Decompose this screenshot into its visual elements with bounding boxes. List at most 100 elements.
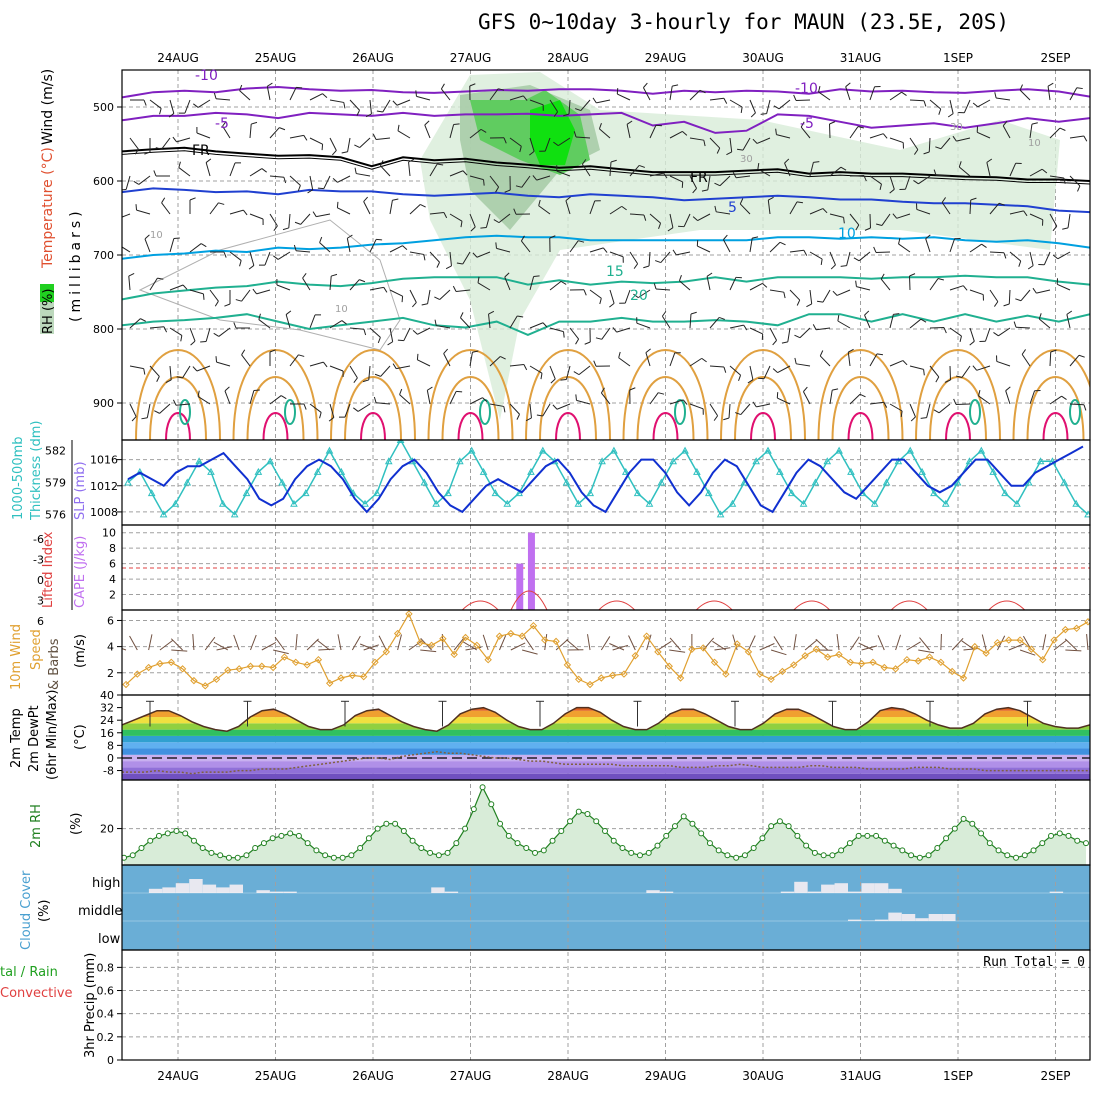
thickness-marker bbox=[693, 467, 701, 475]
date-label-bottom: 27AUG bbox=[450, 1069, 492, 1083]
y-tick-label: 8 bbox=[107, 739, 114, 752]
upper-wind-barb bbox=[869, 86, 876, 101]
upper-wind-barb bbox=[169, 284, 184, 291]
upper-wind-barb bbox=[289, 87, 297, 101]
upper-wind-barb bbox=[249, 251, 255, 266]
wind10m-barb bbox=[702, 637, 715, 651]
wind10m-barb bbox=[359, 643, 376, 651]
thickness-marker bbox=[301, 489, 310, 497]
upper-wind-barb-flag bbox=[412, 329, 418, 335]
upper-wind-barb bbox=[719, 175, 731, 187]
thickness-marker bbox=[728, 499, 737, 507]
upper-wind-barb bbox=[416, 95, 431, 101]
upper-wind-barb bbox=[449, 391, 457, 405]
wind10m-barb bbox=[170, 638, 183, 651]
upper-wind-barb-flag bbox=[224, 303, 231, 307]
upper-wind-barb bbox=[649, 125, 657, 139]
upper-wind-barb-flag bbox=[1023, 210, 1028, 217]
upper-wind-barb-flag bbox=[182, 284, 188, 290]
upper-wind-barb-flag bbox=[682, 399, 688, 405]
rh2m-marker bbox=[680, 813, 687, 820]
upper-wind-barb-flag bbox=[392, 363, 397, 369]
upper-wind-barb-flag bbox=[1038, 313, 1042, 320]
upper-wind-barb bbox=[1067, 213, 1071, 228]
wind10m-marker bbox=[178, 665, 187, 673]
rh2m-marker bbox=[943, 835, 950, 842]
upper-wind-barb bbox=[449, 251, 452, 266]
upper-wind-barb bbox=[689, 137, 704, 141]
upper-wind-barb-flag bbox=[354, 167, 357, 174]
rh2m-marker bbox=[488, 801, 495, 808]
wind10m-barb bbox=[773, 636, 783, 651]
cape-bar bbox=[527, 532, 535, 610]
thickness-marker bbox=[811, 478, 820, 486]
upper-wind-barb-flag bbox=[189, 197, 196, 201]
upper-wind-barb-flag bbox=[452, 285, 457, 292]
upper-wind-barb bbox=[958, 166, 971, 177]
upper-wind-barb-flag bbox=[172, 399, 177, 406]
rh2m-marker bbox=[794, 832, 801, 839]
upper-wind-barb bbox=[938, 403, 951, 414]
wind10m-barb bbox=[940, 633, 942, 651]
wind10m-marker bbox=[529, 621, 538, 630]
upper-wind-barb bbox=[869, 353, 878, 367]
upper-wind-barb-flag bbox=[503, 137, 507, 144]
thickness-marker bbox=[124, 478, 132, 486]
upper-wind-barb-flag bbox=[978, 390, 981, 397]
upper-wind-barb bbox=[489, 88, 499, 101]
upper-wind-barb-flag bbox=[303, 403, 307, 410]
upper-wind-barb bbox=[138, 175, 151, 185]
upper-wind-barb bbox=[146, 403, 151, 418]
upper-wind-barb-flag bbox=[331, 150, 337, 156]
wind10m-marker bbox=[631, 652, 640, 660]
cloud-high-bar bbox=[861, 883, 875, 893]
rh2m-marker bbox=[733, 854, 740, 861]
upper-wind-barb bbox=[689, 403, 704, 410]
upper-wind-barb-flag bbox=[813, 161, 820, 163]
upper-wind-barb bbox=[778, 99, 791, 110]
upper-wind-barb-flag bbox=[193, 103, 199, 108]
upper-wind-barb bbox=[456, 289, 471, 292]
wind10m-marker bbox=[1005, 636, 1013, 644]
thickness-marker bbox=[906, 446, 915, 454]
upper-wind-barb-flag bbox=[293, 244, 297, 251]
cloud-middle-bar bbox=[874, 919, 889, 921]
upper-wind-barb bbox=[716, 211, 731, 215]
upper-wind-barb-flag bbox=[307, 189, 313, 194]
wind10m-barb bbox=[462, 641, 478, 651]
upper-wind-barb bbox=[182, 365, 191, 379]
upper-wind-barb-flag bbox=[363, 329, 367, 336]
upper-wind-barb bbox=[789, 249, 804, 253]
upper-wind-barb-flag bbox=[477, 276, 480, 283]
upper-wind-barb-flag bbox=[800, 121, 805, 128]
upper-wind-barb-flag bbox=[1047, 82, 1054, 87]
cloud-high-bar bbox=[888, 888, 902, 893]
upper-wind-barb-flag bbox=[157, 277, 164, 280]
upper-wind-barb-flag bbox=[161, 197, 166, 204]
upper-wind-barb bbox=[616, 327, 631, 333]
upper-wind-barb-flag bbox=[645, 348, 651, 354]
surface-temp-loop bbox=[427, 349, 514, 440]
y-tick-label: 1012 bbox=[90, 480, 118, 493]
upper-wind-barb bbox=[496, 247, 511, 253]
wind10m-barb bbox=[748, 635, 756, 651]
upper-wind-barb-flag bbox=[550, 378, 556, 384]
upper-wind-barb-flag bbox=[740, 106, 743, 114]
upper-wind-barb-flag bbox=[701, 189, 708, 192]
temp-contour-10 bbox=[122, 234, 1090, 260]
rh2m-marker bbox=[322, 852, 329, 859]
upper-wind-barb bbox=[357, 403, 371, 412]
upper-wind-barb bbox=[440, 88, 451, 101]
upper-wind-barb-flag bbox=[892, 213, 898, 219]
surface-temp-loop bbox=[1042, 412, 1069, 440]
upper-wind-barb bbox=[241, 289, 251, 302]
upper-wind-barb-flag bbox=[269, 349, 276, 353]
upper-wind-barb-flag bbox=[909, 273, 916, 277]
thickness-marker bbox=[716, 510, 725, 518]
thickness-marker bbox=[989, 467, 998, 475]
upper-wind-barb-flag bbox=[901, 91, 907, 97]
upper-wind-barb bbox=[729, 324, 744, 329]
upper-wind-barb bbox=[596, 99, 611, 104]
upper-wind-barb bbox=[609, 161, 612, 177]
contour-label: 15 bbox=[606, 264, 624, 280]
